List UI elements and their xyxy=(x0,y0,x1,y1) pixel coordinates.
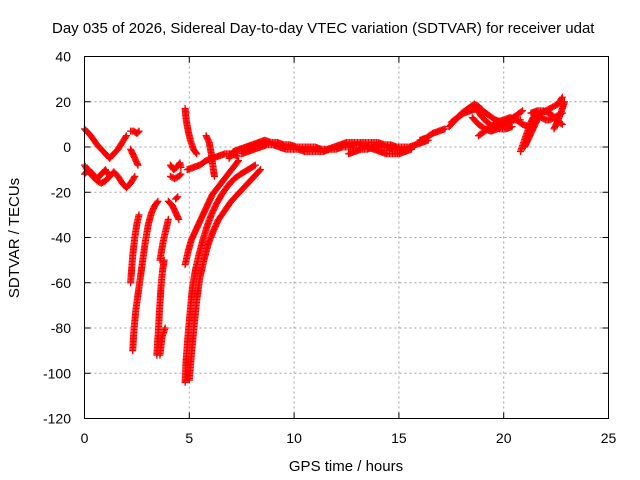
data-point xyxy=(164,215,172,223)
data-point xyxy=(508,123,516,131)
y-tick-label: -100 xyxy=(43,365,71,381)
chart-title: Day 035 of 2026, Sidereal Day-to-day VTE… xyxy=(52,20,595,37)
data-series-arc-t xyxy=(202,132,218,180)
data-point xyxy=(177,163,185,171)
data-point xyxy=(407,145,415,153)
data-series-arc-s xyxy=(183,150,242,174)
plot-frame xyxy=(84,56,609,419)
x-tick-label: 0 xyxy=(81,430,89,446)
data-point xyxy=(122,133,130,141)
tick-label-layer: 0 5 10 15 20 25 -120 -100 -80 -60 -40 -20 0 20 40 xyxy=(43,49,617,447)
y-axis-title: SDTVAR / TECUs xyxy=(6,178,23,298)
data-point xyxy=(130,174,138,182)
data-point xyxy=(135,127,143,135)
data-point xyxy=(154,197,162,205)
data-point xyxy=(131,172,139,180)
data-point xyxy=(558,93,566,101)
data-point xyxy=(104,170,112,178)
x-tick-label: 15 xyxy=(391,430,407,446)
data-point xyxy=(560,98,568,106)
y-tick-label: -20 xyxy=(51,184,71,200)
data-point xyxy=(193,150,201,158)
data-series-arc-o xyxy=(181,105,201,158)
data-point xyxy=(134,161,142,169)
data-point xyxy=(256,167,264,175)
data-point xyxy=(519,107,527,115)
data-point xyxy=(161,324,169,332)
y-tick-label: -40 xyxy=(51,230,71,246)
y-tick-label: 20 xyxy=(55,94,71,110)
data-series-arc-a xyxy=(81,125,130,162)
data-point xyxy=(135,211,143,219)
x-tick-label: 20 xyxy=(496,430,512,446)
data-point xyxy=(210,172,218,180)
y-tick-label: -120 xyxy=(43,411,71,427)
data-series-arc-z xyxy=(447,105,516,133)
data-point xyxy=(235,157,243,165)
data-point xyxy=(122,132,130,140)
x-axis-title: GPS time / hours xyxy=(289,458,403,475)
data-series-arc-l xyxy=(166,170,185,183)
data-series-arc-c xyxy=(81,166,112,183)
grid-layer xyxy=(84,56,609,419)
data-series-arc-q xyxy=(181,157,243,269)
data-series-arc-k xyxy=(166,159,185,174)
data-point xyxy=(192,149,200,157)
data-series-arc-f xyxy=(127,127,143,137)
data-point xyxy=(234,152,242,160)
data-point xyxy=(174,193,182,201)
data-series-arc-d xyxy=(129,197,162,355)
data-series-arc-p xyxy=(181,161,259,386)
data-point xyxy=(177,170,185,178)
data-point xyxy=(257,166,265,174)
data-series-arc-m xyxy=(164,197,183,223)
data-point xyxy=(401,148,409,156)
y-tick-label: 0 xyxy=(63,139,71,155)
data-point xyxy=(175,215,183,223)
data-layer xyxy=(81,93,568,386)
x-tick-label: 5 xyxy=(185,430,193,446)
x-tick-label: 10 xyxy=(286,430,302,446)
y-tick-label: -60 xyxy=(51,275,71,291)
data-point xyxy=(176,171,184,179)
data-series-arc-e xyxy=(127,211,143,287)
data-series-arc-v xyxy=(238,141,415,158)
data-point xyxy=(517,108,525,116)
data-series-arc-af xyxy=(550,98,568,133)
data-series-arc-i xyxy=(156,324,169,359)
data-point xyxy=(558,120,566,128)
data-series-arc-g xyxy=(127,145,142,169)
data-point xyxy=(153,198,161,206)
x-tick-label: 25 xyxy=(601,430,617,446)
data-point xyxy=(250,162,258,170)
data-series-arc-x xyxy=(416,125,449,144)
data-series-arc-j xyxy=(156,215,172,264)
data-series-arc-n xyxy=(172,193,182,203)
data-point xyxy=(134,128,142,136)
data-series-arc-w xyxy=(345,143,409,158)
data-point xyxy=(251,161,259,169)
y-tick-label: -80 xyxy=(51,320,71,336)
data-point xyxy=(441,125,449,133)
data-series-arc-r xyxy=(185,166,265,384)
data-point xyxy=(173,194,181,202)
y-tick-label: 40 xyxy=(55,49,71,65)
